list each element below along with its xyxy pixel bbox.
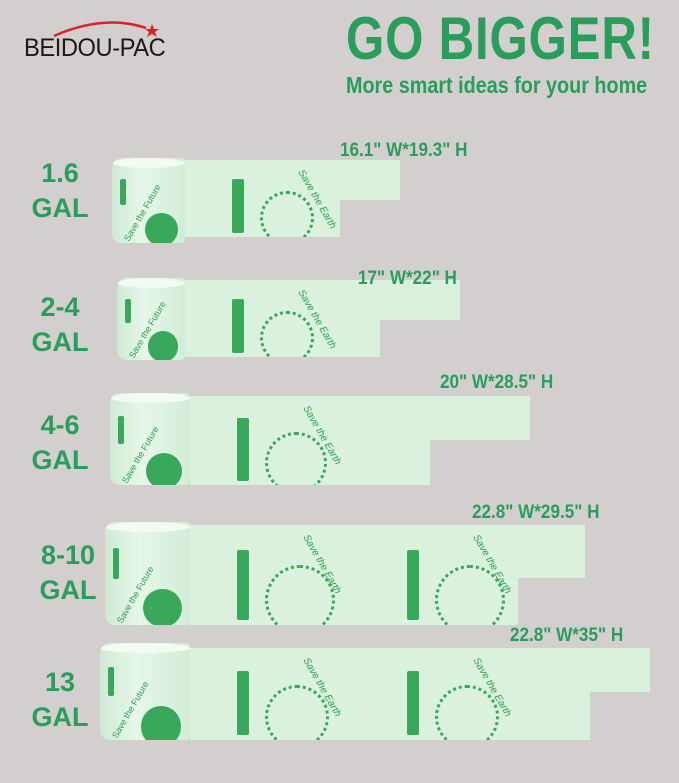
swoosh-star-icon (53, 21, 159, 38)
bag-dimensions: 16.1" W*19.3" H (340, 140, 468, 161)
bag-roll: Save the Future (117, 278, 185, 360)
roll-print-strip (125, 298, 131, 324)
earth-print-icon (265, 565, 335, 625)
earth-print-icon (435, 565, 505, 625)
bag-handle (517, 525, 585, 578)
earth-print-icon (265, 431, 328, 485)
bag-sheet: Save the Earth (185, 160, 340, 237)
bag-handle (379, 280, 460, 320)
roll-earth-icon (146, 452, 182, 485)
capacity-label: 8-10 GAL (28, 538, 108, 608)
capacity-label: 13 GAL (20, 665, 100, 735)
bag-roll: Save the Future (110, 393, 190, 485)
bag-handle (339, 160, 400, 200)
bag-print-strip (232, 299, 244, 354)
page-subtitle: More smart ideas for your home (346, 72, 648, 98)
bag-roll: Save the Future (112, 158, 185, 243)
capacity-label: 4-6 GAL (20, 408, 100, 478)
earth-print-icon (265, 684, 330, 740)
capacity-label: 2-4 GAL (20, 290, 100, 360)
bag-handle (589, 648, 650, 692)
bag-roll: Save the Future (105, 522, 190, 625)
bag-print-strip (407, 550, 419, 620)
capacity-value: 1.6 (41, 158, 79, 188)
roll-earth-icon (147, 331, 179, 360)
bag-print-strip (237, 671, 249, 736)
roll-print-strip (118, 416, 124, 444)
roll-print-strip (108, 667, 114, 697)
capacity-label: 1.6 GAL (20, 156, 100, 226)
roll-earth-icon (143, 588, 182, 625)
brand-logo: BEIDOU-PAC (24, 14, 214, 64)
capacity-value: 4-6 (40, 410, 80, 440)
earth-print-icon (435, 684, 500, 740)
bag-roll: Save the Future (100, 643, 190, 740)
capacity-value: 2-4 (40, 292, 80, 322)
bag-dimensions: 20" W*28.5" H (440, 372, 554, 393)
brand-name: BEIDOU-PAC (24, 34, 166, 62)
bag-print-strip (237, 550, 249, 620)
capacity-unit: GAL (31, 702, 89, 732)
earth-print-icon (260, 310, 314, 357)
roll-print-strip (120, 179, 126, 205)
capacity-unit: GAL (39, 575, 97, 605)
bag-handle (429, 396, 530, 440)
bag-dimensions: 17" W*22" H (358, 268, 457, 289)
capacity-value: 13 (44, 667, 76, 697)
bag-print-strip (407, 671, 419, 736)
bag-sheet: Save the Earth (185, 280, 380, 357)
roll-earth-icon (140, 706, 181, 740)
earth-print-icon (260, 190, 314, 237)
bag-dimensions: 22.8" W*29.5" H (472, 502, 600, 523)
bag-sheet: Save the Earth (190, 396, 430, 485)
roll-print-strip (113, 547, 119, 579)
bag-print-strip (232, 179, 244, 234)
roll-earth-icon (144, 213, 178, 243)
bag-print-strip (237, 418, 249, 481)
capacity-unit: GAL (31, 327, 89, 357)
bag-sheet: Save the Earth Save the Earth (190, 525, 518, 625)
capacity-unit: GAL (31, 193, 89, 223)
capacity-value: 8-10 (40, 540, 96, 570)
page-title: GO BIGGER! (346, 5, 655, 72)
bag-sheet: Save the Earth Save the Earth (190, 648, 590, 740)
capacity-unit: GAL (31, 445, 89, 475)
bag-dimensions: 22.8" W*35" H (510, 625, 624, 646)
